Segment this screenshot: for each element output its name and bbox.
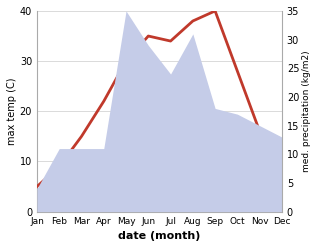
X-axis label: date (month): date (month)	[118, 231, 201, 241]
Y-axis label: med. precipitation (kg/m2): med. precipitation (kg/m2)	[302, 51, 311, 172]
Y-axis label: max temp (C): max temp (C)	[7, 78, 17, 145]
